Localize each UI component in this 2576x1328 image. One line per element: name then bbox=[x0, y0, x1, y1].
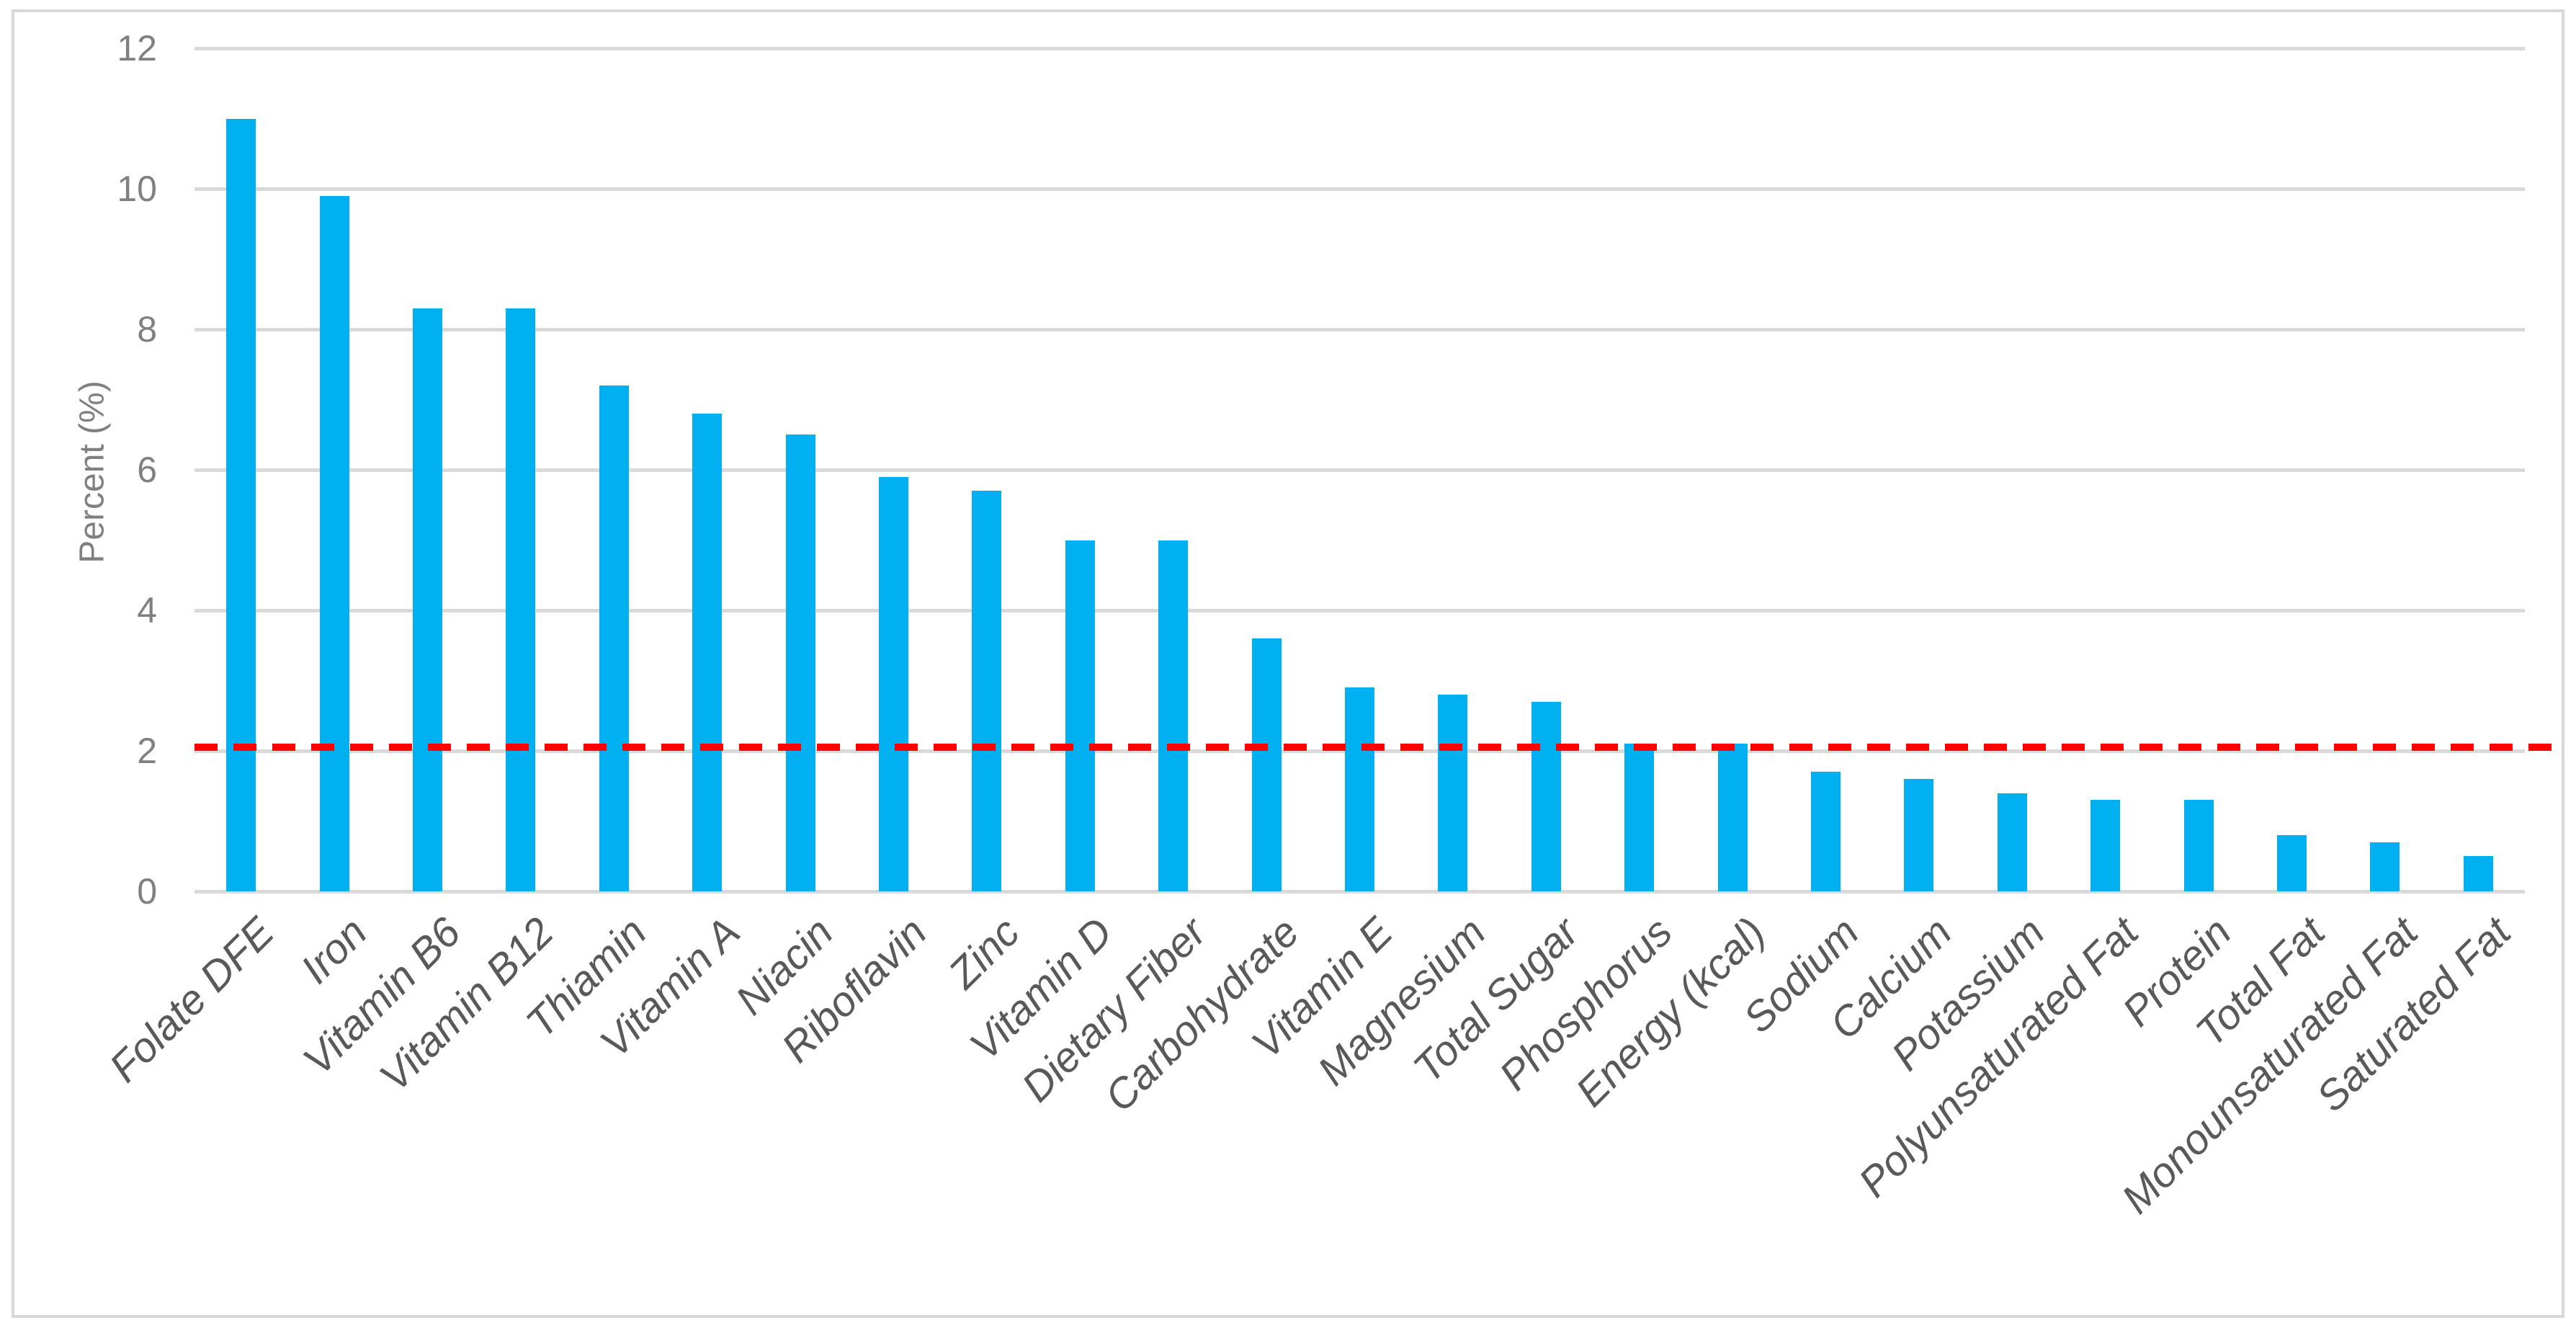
bar-sodium bbox=[1811, 772, 1841, 891]
y-axis-tick-4: 4 bbox=[137, 590, 157, 630]
gridline-0 bbox=[194, 889, 2525, 893]
bar-calcium bbox=[1904, 779, 1934, 891]
bar-vitamin-d bbox=[1065, 540, 1095, 891]
bar-iron bbox=[319, 195, 349, 891]
gridline-12 bbox=[194, 46, 2525, 50]
bar-zinc bbox=[972, 491, 1002, 891]
bar-carbohydrate bbox=[1251, 638, 1282, 891]
bar-magnesium bbox=[1438, 695, 1468, 891]
y-axis-tick-0: 0 bbox=[137, 871, 157, 912]
y-axis-tick-8: 8 bbox=[137, 309, 157, 349]
bar-vitamin-b12 bbox=[506, 308, 536, 891]
y-axis-tick-12: 12 bbox=[117, 28, 157, 68]
bar-total-fat bbox=[2277, 835, 2307, 891]
bar-vitamin-e bbox=[1345, 687, 1374, 891]
bar-folate-dfe bbox=[226, 118, 256, 891]
y-axis-tick-10: 10 bbox=[117, 169, 157, 209]
bar-niacin bbox=[785, 435, 815, 891]
bar-thiamin bbox=[599, 386, 629, 891]
bar-total-sugar bbox=[1531, 701, 1561, 891]
bar-monounsaturated-fat bbox=[2370, 842, 2400, 891]
bar-potassium bbox=[1997, 793, 2027, 891]
reference-line bbox=[194, 744, 2554, 752]
plot-area bbox=[194, 46, 2554, 893]
bar-protein bbox=[2183, 800, 2214, 891]
gridline-8 bbox=[194, 327, 2525, 331]
bar-saturated-fat bbox=[2463, 856, 2493, 891]
bar-dietary-fiber bbox=[1158, 540, 1189, 891]
bar-vitamin-b6 bbox=[413, 308, 442, 891]
bar-series bbox=[194, 48, 2525, 891]
gridline-10 bbox=[194, 187, 2525, 191]
gridline-6 bbox=[194, 468, 2525, 472]
bar-energy-kcal bbox=[1717, 744, 1748, 891]
gridline-4 bbox=[194, 608, 2525, 612]
bar-polyunsaturated-fat bbox=[2090, 800, 2121, 891]
bar-vitamin-a bbox=[692, 414, 723, 891]
bar-riboflavin bbox=[879, 476, 908, 891]
y-axis-tick-6: 6 bbox=[137, 450, 157, 490]
bar-phosphorus bbox=[1624, 744, 1655, 891]
y-axis-tick-2: 2 bbox=[137, 731, 157, 771]
